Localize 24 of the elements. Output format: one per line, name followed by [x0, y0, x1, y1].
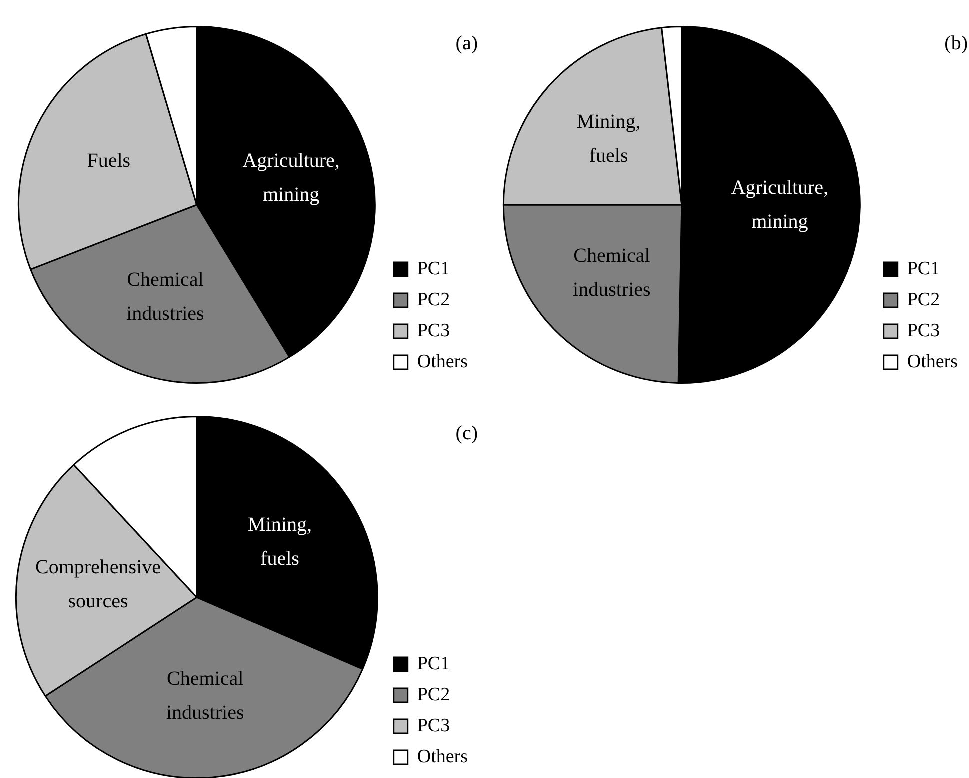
- legend-label: Others: [907, 351, 958, 372]
- text: Comprehensive sources: [35, 556, 162, 613]
- text: Chemical industries: [166, 668, 244, 724]
- legend-label: PC3: [417, 320, 450, 342]
- legend-label: PC2: [907, 289, 940, 310]
- legend-label: PC2: [417, 289, 450, 310]
- legend-label: Others: [417, 746, 468, 768]
- legend-label: PC1: [417, 653, 450, 674]
- text: Mining, fuels: [576, 110, 641, 167]
- chart-title: (c): [456, 422, 478, 444]
- chart-title: (b): [944, 32, 968, 54]
- text: Chemical industries: [573, 244, 651, 301]
- chart-title: (a): [456, 32, 478, 54]
- text: Agriculture, mining: [242, 150, 340, 206]
- legend-label: PC1: [907, 258, 940, 280]
- text: Chemical industries: [126, 269, 204, 326]
- legend-label: PC1: [417, 258, 450, 280]
- text: Mining, fuels: [248, 514, 312, 570]
- legend-label: PC3: [907, 320, 940, 342]
- legend-label: PC2: [417, 684, 450, 706]
- text: Fuels: [87, 150, 131, 172]
- legend-label: Others: [417, 351, 468, 372]
- text: Agriculture, mining: [731, 177, 829, 234]
- legend-label: PC3: [417, 715, 450, 736]
